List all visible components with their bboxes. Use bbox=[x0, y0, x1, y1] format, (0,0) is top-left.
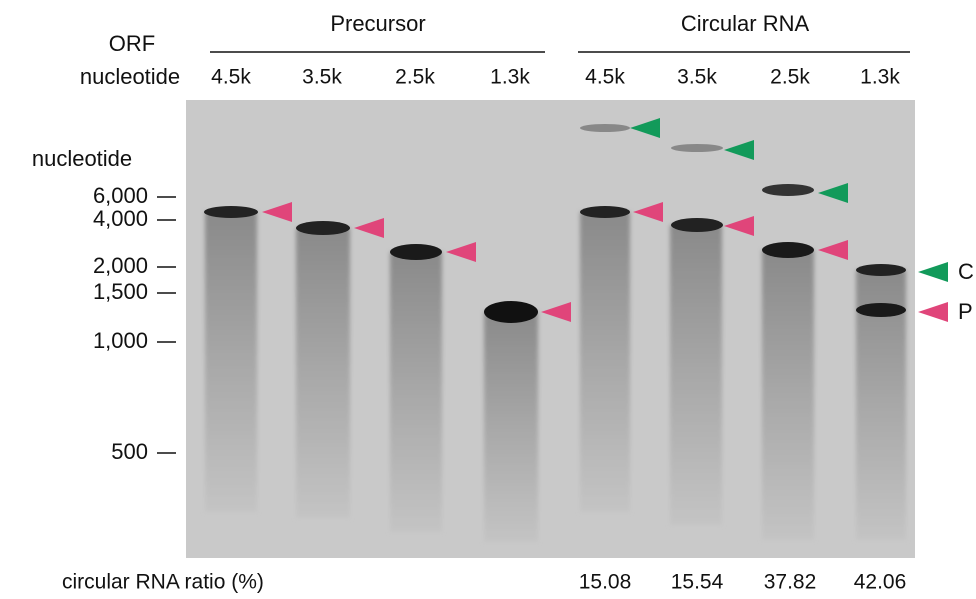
bands bbox=[204, 124, 906, 323]
lane-label: 3.5k bbox=[302, 66, 342, 89]
arrow bbox=[724, 216, 754, 236]
orf-label: ORF bbox=[109, 31, 155, 56]
band-label: C bbox=[958, 259, 974, 284]
lane-label: 2.5k bbox=[770, 66, 810, 89]
arrow bbox=[918, 262, 948, 282]
band bbox=[296, 221, 350, 235]
arrow bbox=[818, 183, 848, 203]
arrow bbox=[918, 302, 948, 322]
group-label: Circular RNA bbox=[681, 11, 810, 36]
arrow bbox=[354, 218, 384, 238]
band bbox=[762, 242, 814, 258]
arrow bbox=[262, 202, 292, 222]
band bbox=[856, 303, 906, 317]
lane bbox=[762, 250, 814, 540]
lanes bbox=[205, 212, 906, 542]
lane bbox=[580, 212, 630, 512]
marker-label: 4,000 bbox=[93, 206, 148, 231]
band bbox=[580, 206, 630, 218]
arrows bbox=[262, 118, 948, 322]
lane bbox=[484, 312, 538, 542]
lane-label: 3.5k bbox=[677, 66, 717, 89]
band bbox=[856, 264, 906, 276]
arrow bbox=[724, 140, 754, 160]
lane-label: 1.3k bbox=[490, 66, 530, 89]
band bbox=[390, 244, 442, 260]
lane bbox=[205, 212, 257, 512]
lane-label: 1.3k bbox=[860, 66, 900, 89]
arrow bbox=[633, 202, 663, 222]
arrow bbox=[541, 302, 571, 322]
band-label: P bbox=[958, 299, 973, 324]
ratio: 42.06 bbox=[854, 571, 907, 594]
lane-label: 4.5k bbox=[211, 66, 251, 89]
band bbox=[580, 124, 630, 132]
band bbox=[204, 206, 258, 218]
marker-label: 2,000 bbox=[93, 253, 148, 278]
band bbox=[671, 218, 723, 232]
lane bbox=[670, 225, 722, 525]
lane-label: 2.5k bbox=[395, 66, 435, 89]
lane bbox=[296, 228, 350, 518]
footer-label: circular RNA ratio (%) bbox=[62, 571, 264, 594]
ratio: 15.54 bbox=[671, 571, 724, 594]
lane-label: 4.5k bbox=[585, 66, 625, 89]
ratio: 37.82 bbox=[764, 571, 817, 594]
group-label: Precursor bbox=[330, 11, 425, 36]
arrow bbox=[446, 242, 476, 262]
marker-label: 1,500 bbox=[93, 279, 148, 304]
arrow bbox=[630, 118, 660, 138]
marker-label: 500 bbox=[111, 439, 148, 464]
band bbox=[484, 301, 538, 323]
marker-label: 1,000 bbox=[93, 328, 148, 353]
lane bbox=[390, 252, 442, 532]
band bbox=[671, 144, 723, 152]
orf-sub-label: nucleotide bbox=[80, 64, 180, 89]
ratio: 15.08 bbox=[579, 571, 632, 594]
band bbox=[762, 184, 814, 196]
arrow bbox=[818, 240, 848, 260]
marker-label: 6,000 bbox=[93, 183, 148, 208]
marker-title: nucleotide bbox=[32, 146, 132, 171]
